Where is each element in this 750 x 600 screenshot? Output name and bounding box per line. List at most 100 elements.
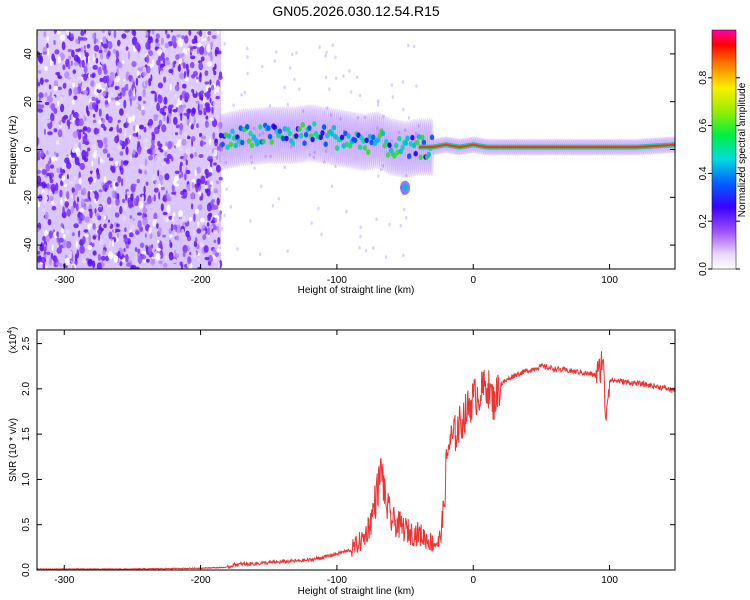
noise-speckle-dot — [156, 102, 161, 112]
noise-speckle-dot — [211, 35, 217, 39]
noise-speckle-dot — [139, 164, 145, 169]
noise-speckle-dot — [55, 262, 61, 266]
noise-speckle-dot — [140, 105, 145, 111]
noise-speckle-dot — [194, 169, 197, 177]
noise-speckle — [37, 30, 420, 269]
noise-speckle-dot — [129, 203, 134, 208]
noise-speckle-dot — [37, 182, 44, 187]
signal-track-haze — [402, 120, 408, 179]
noise-speckle-dot — [103, 244, 107, 248]
noise-speckle-dot — [134, 102, 139, 108]
noise-speckle-dot — [102, 148, 108, 154]
noise-speckle-dot — [71, 264, 75, 269]
noise-speckle-dot — [133, 88, 136, 97]
noise-speckle-dot — [203, 245, 209, 253]
noise-speckle-dot — [132, 149, 136, 156]
colorbar-tick-label: 0.0 — [698, 262, 709, 276]
noise-speckle-dot — [113, 225, 116, 234]
signal-track-haze — [245, 108, 251, 166]
signal-track-haze — [394, 119, 400, 177]
noise-speckle-dot — [184, 92, 190, 100]
noise-speckle-dot — [146, 54, 150, 64]
noise-speckle-dot — [212, 132, 215, 140]
noise-speckle-dot — [161, 124, 167, 133]
noise-speckle-dot — [200, 135, 206, 139]
noise-speckle-dot — [75, 202, 79, 212]
noise-speckle-dot — [129, 154, 132, 163]
noise-speckle-dot — [183, 132, 188, 137]
noise-speckle-dot — [75, 147, 81, 157]
noise-speckle-dot — [139, 169, 143, 174]
noise-speckle-dot — [218, 176, 223, 181]
noise-speckle-dot — [91, 96, 96, 102]
noise-speckle-dot — [139, 53, 146, 58]
noise-speckle-dot — [147, 122, 150, 126]
noise-speckle-dot — [181, 35, 185, 40]
noise-speckle-dot — [69, 250, 73, 259]
noise-speckle-dot — [195, 100, 200, 104]
noise-speckle-dot — [73, 223, 79, 229]
noise-speckle-dot — [57, 75, 63, 80]
noise-speckle-dot — [152, 220, 157, 227]
signal-track-blob — [302, 140, 307, 146]
noise-speckle-dot — [125, 74, 129, 81]
noise-speckle-dot — [75, 38, 79, 44]
noise-speckle-dot — [122, 198, 125, 203]
signal-track-blob — [410, 134, 415, 141]
noise-speckle-dot — [232, 103, 235, 107]
noise-speckle-dot — [111, 97, 114, 101]
noise-speckle-dot — [74, 253, 78, 262]
noise-speckle-dot — [216, 248, 222, 253]
noise-speckle-dot — [165, 57, 169, 61]
noise-speckle-dot — [91, 160, 94, 167]
noise-speckle-dot — [90, 73, 93, 78]
noise-speckle-dot — [98, 233, 101, 241]
signal-track-haze — [226, 111, 232, 170]
noise-speckle-dot — [37, 176, 40, 181]
noise-speckle-dot — [148, 36, 153, 40]
noise-speckle-dot — [136, 69, 140, 77]
noise-speckle-dot — [182, 157, 187, 161]
noise-speckle-dot — [123, 237, 129, 243]
noise-speckle-dot — [126, 191, 132, 195]
signal-track-blob — [341, 143, 346, 149]
noise-speckle-dot — [204, 256, 210, 261]
noise-speckle-dot — [213, 162, 217, 166]
noise-speckle-dot — [68, 89, 71, 97]
noise-speckle-dot — [37, 227, 40, 232]
noise-speckle-dot — [87, 190, 91, 200]
noise-speckle-dot — [87, 244, 93, 250]
noise-speckle-dot — [37, 82, 41, 87]
noise-speckle-dot — [206, 188, 211, 197]
noise-speckle-dot — [225, 187, 228, 191]
noise-speckle-dot — [289, 145, 293, 149]
noise-speckle-dot — [154, 179, 157, 184]
snr-y-tick-label: 2.5 — [21, 336, 32, 350]
signal-track-haze — [406, 120, 412, 178]
noise-speckle-dot — [158, 174, 164, 182]
signal-track-haze — [380, 113, 386, 172]
noise-speckle-dot — [47, 218, 52, 226]
signal-track-blob — [227, 133, 232, 139]
signal-track-haze — [310, 104, 316, 163]
noise-speckle-dot — [391, 95, 394, 99]
noise-speckle-dot — [49, 189, 52, 195]
noise-speckle-dot — [143, 143, 149, 150]
signal-track-haze — [271, 106, 277, 164]
noise-speckle-dot — [108, 157, 114, 161]
noise-speckle-dot — [377, 174, 380, 178]
noise-speckle-dot — [219, 91, 223, 96]
noise-speckle-dot — [220, 147, 223, 152]
spectrogram-x-tick-label: 100 — [601, 275, 618, 286]
noise-speckle-dot — [208, 255, 213, 263]
noise-speckle-dot — [137, 67, 143, 72]
noise-speckle-dot — [56, 138, 59, 145]
noise-speckle-dot — [67, 122, 70, 130]
signal-track-blob — [277, 128, 283, 135]
signal-track-haze — [343, 110, 349, 168]
signal-track-blob — [366, 149, 371, 155]
signal-track-blob — [407, 153, 412, 159]
noise-speckle-dot — [115, 50, 120, 59]
noise-speckle-dot — [214, 217, 218, 223]
signal-track-blob — [294, 133, 299, 139]
